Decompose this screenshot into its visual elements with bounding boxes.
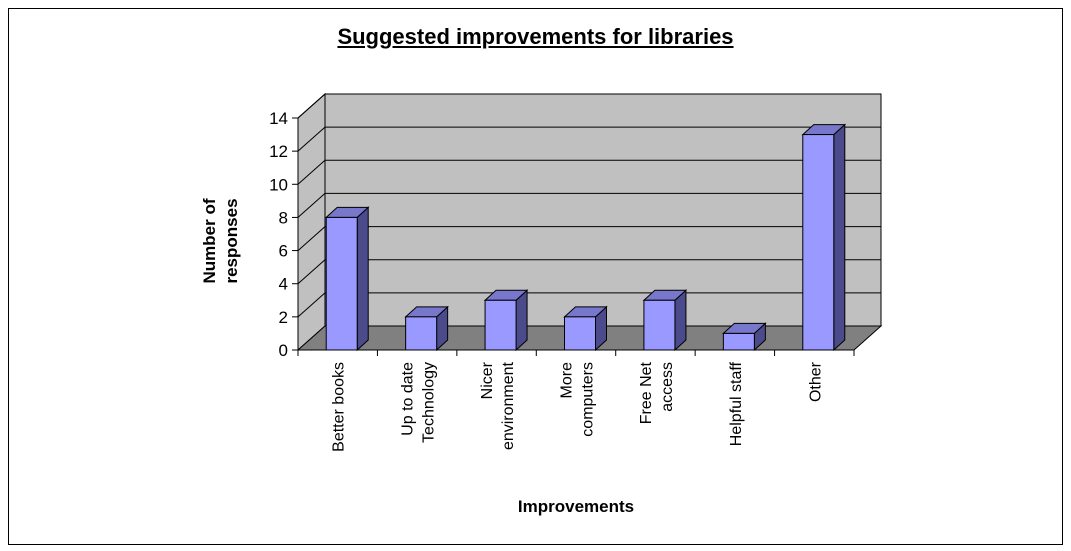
y-axis-title-line: responses (222, 198, 241, 283)
bar-front (484, 299, 517, 351)
x-category-line: environment (500, 361, 517, 450)
gridlines (297, 93, 881, 318)
gridline (297, 259, 881, 285)
bar-front (325, 216, 358, 351)
bar-side (833, 123, 846, 352)
gridline (297, 226, 881, 251)
bar (722, 322, 767, 352)
x-category-label: Helpful staff (728, 361, 745, 446)
x-axis-title: Improvements (518, 497, 634, 516)
y-tick-label: 2 (279, 308, 288, 327)
bar-front (722, 332, 755, 351)
x-category-line: access (659, 362, 676, 412)
bar (563, 305, 608, 352)
bar-front (802, 134, 835, 351)
x-category-line: Free Net (638, 361, 655, 424)
axis-titles: Improvements Number of responses (200, 198, 634, 516)
bar (404, 305, 449, 352)
y-tick-label: 8 (279, 208, 288, 227)
side-wall (297, 92, 326, 352)
bar-side (356, 206, 369, 352)
back-wall (324, 93, 882, 327)
x-category-line: Up to date (400, 362, 417, 436)
bars (324, 123, 847, 352)
x-category-labels: Better books Up to date Technology Nicer env… (331, 361, 825, 452)
gridline (297, 159, 881, 185)
bar (801, 123, 847, 352)
bar (483, 289, 529, 352)
gridline (297, 93, 881, 119)
y-tick-label: 6 (279, 242, 288, 261)
x-category-line: Nicer (479, 361, 496, 399)
x-category-line: Technology (421, 362, 438, 443)
bar (642, 289, 688, 352)
x-category-label: Other (807, 361, 824, 402)
gridline (297, 192, 881, 218)
y-axis-title: Number of responses (200, 198, 241, 283)
x-category-label: Nicer environment (479, 361, 517, 450)
x-category-line: Helpful staff (728, 361, 745, 446)
x-category-line: More (559, 362, 576, 399)
bar (324, 206, 370, 352)
y-tick-label: 14 (269, 109, 288, 128)
x-category-line: Better books (331, 362, 348, 452)
bar-front (643, 299, 676, 351)
gridline (297, 292, 881, 318)
chart-title: Suggested improvements for libraries (337, 24, 734, 49)
y-axis-title-line: Number of (200, 198, 219, 283)
x-category-label: Free Net access (638, 361, 676, 424)
y-tick-labels: 0 2 4 6 8 10 12 14 (269, 109, 288, 360)
y-tick-label: 10 (269, 175, 288, 194)
bar-front (564, 316, 596, 351)
y-tick-label: 4 (279, 275, 288, 294)
x-category-label: Up to date Technology (400, 362, 438, 443)
x-category-line: computers (580, 362, 597, 437)
x-category-label: Better books (331, 362, 348, 452)
y-tick-label: 12 (269, 142, 288, 161)
x-category-line: Other (807, 361, 824, 402)
x-category-label: More computers (559, 362, 597, 437)
gridline (297, 126, 881, 152)
y-tick-label: 0 (279, 341, 288, 360)
axes (292, 117, 855, 356)
bar-front (405, 316, 438, 351)
